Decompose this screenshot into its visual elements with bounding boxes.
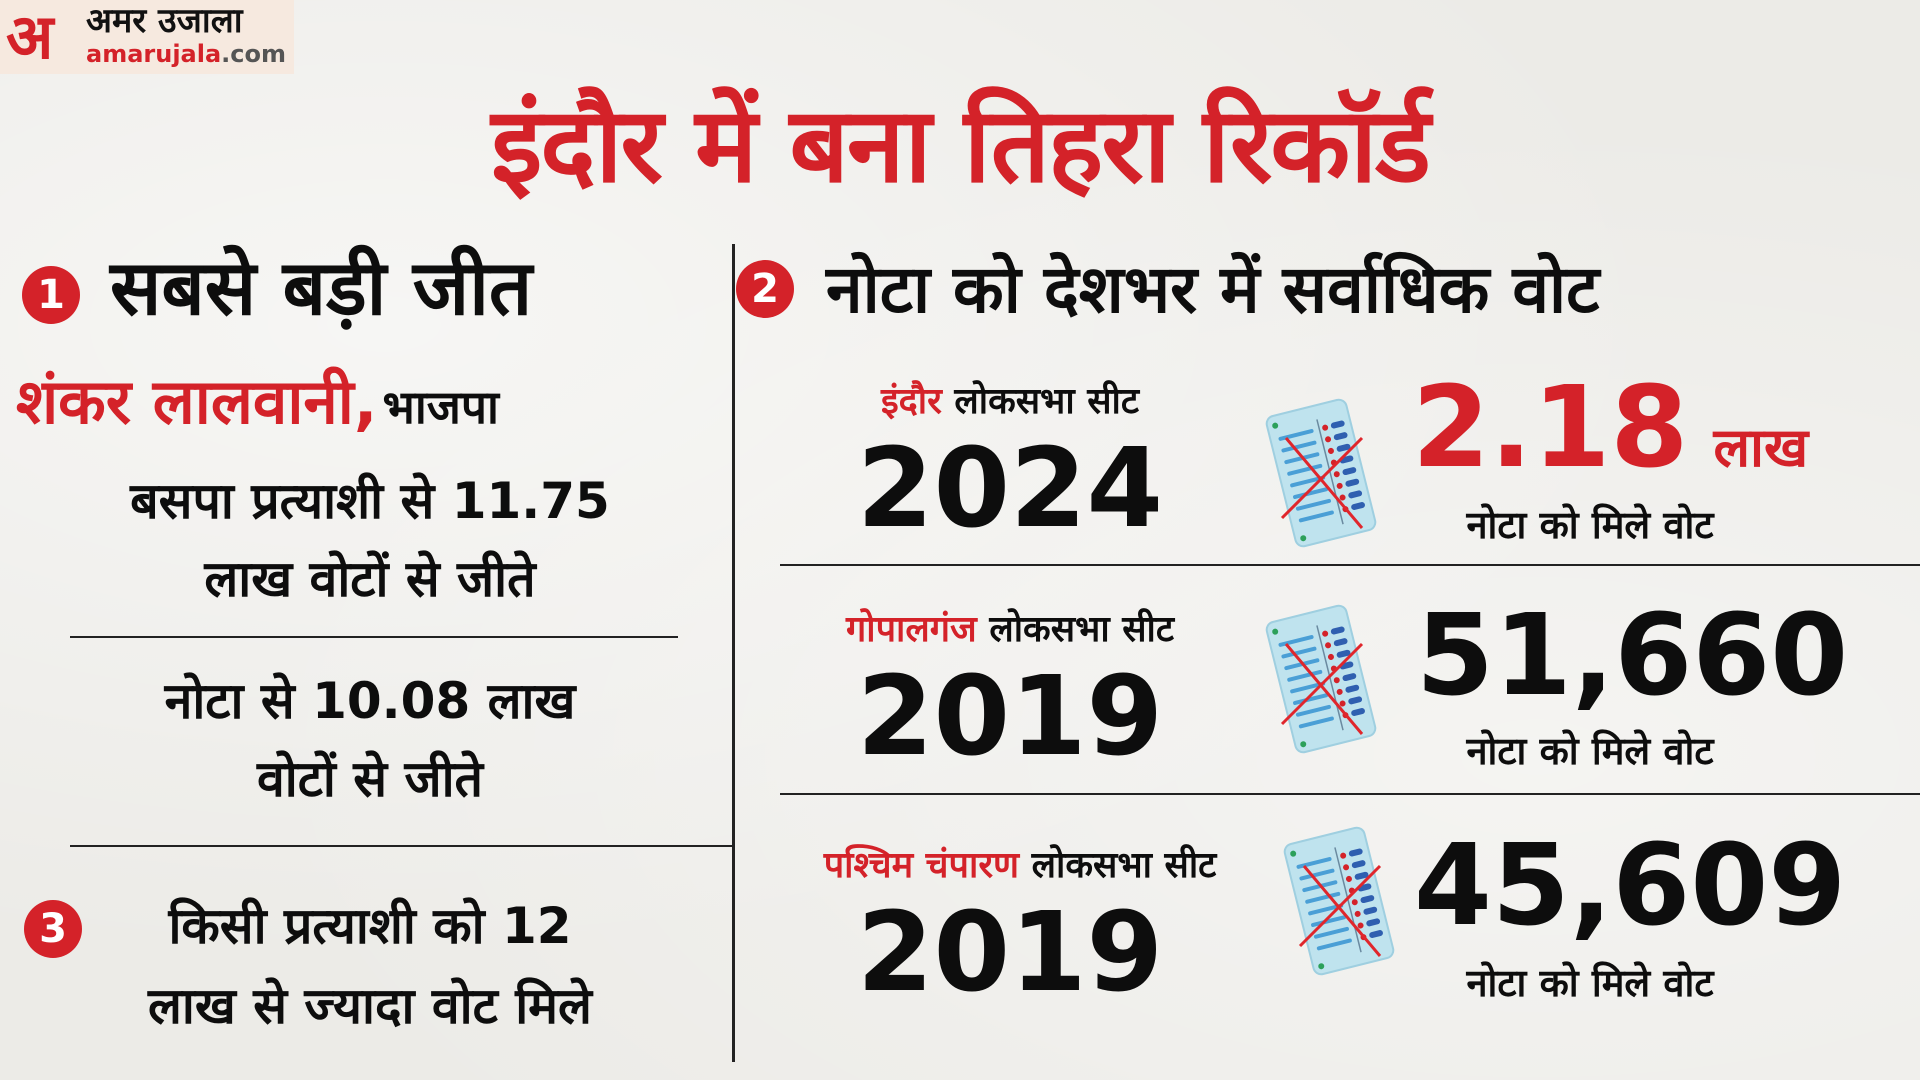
divider [780,793,1920,795]
column-divider [732,244,735,1062]
row-1-seat: इंदौर लोकसभा सीट [760,376,1260,428]
section-1-badge: 1 [22,266,80,324]
row-3-seat: पश्चिम चंपारण लोकसभा सीट [760,840,1280,892]
evm-crossed-icon [1265,604,1377,754]
seat-suffix: लोकसभा सीट [954,381,1140,422]
row-1-caption: नोटा को मिले वोट [1466,503,1714,547]
seat-suffix: लोकसभा सीट [1031,845,1217,886]
seat-name: इंदौर [880,381,942,422]
seat-name: पश्चिम चंपारण [823,845,1020,886]
evm-crossed-icon [1283,826,1395,976]
logo-mark: अ [6,0,54,73]
brand-logo[interactable]: अ अमर उजाला amarujala.com [0,0,294,74]
logo-url-tld: .com [221,40,287,68]
fact-margin-nota-line1: नोटा से 10.08 लाख [164,672,576,730]
logo-url-main: amarujala [86,40,222,68]
row-2-year: 2019 [856,652,1164,780]
logo-name-hindi: अमर उजाला [86,1,243,41]
fact-margin-bsp-line2: लाख वोटों से जीते [204,550,536,608]
page-title: इंदौर में बना तिहरा रिकॉर्ड [491,84,1431,206]
section-3-line2: लाख से ज्यादा वोट मिले [148,977,592,1035]
evm-crossed-icon [1265,398,1377,548]
row-3-caption: नोटा को मिले वोट [1466,961,1714,1005]
section-3-badge: 3 [24,900,82,958]
section-1-heading: सबसे बड़ी जीत [110,243,533,332]
fact-margin-bsp: बसपा प्रत्याशी से 11.75 लाख वोटों से जीत… [70,462,670,618]
candidate-name: शंकर लालवानी, [16,365,378,438]
votes-unit: लाख [1713,416,1809,479]
row-1-votes: 2.18 लाख [1412,368,1808,488]
row-2-seat: गोपालगंज लोकसभा सीट [760,604,1260,656]
seat-suffix: लोकसभा सीट [989,609,1174,650]
fact-margin-nota: नोटा से 10.08 लाख वोटों से जीते [70,662,670,818]
seat-name: गोपालगंज [846,609,977,650]
divider [70,845,732,847]
section-3-line1: किसी प्रत्याशी को 12 [168,897,572,955]
row-3-votes: 45,609 [1414,821,1847,951]
fact-margin-nota-line2: वोटों से जीते [256,750,484,808]
section-2-badge: 2 [736,260,794,318]
logo-url: amarujala.com [86,40,286,68]
section-3-text: किसी प्रत्याशी को 12 लाख से ज्यादा वोट म… [90,886,650,1046]
votes-value: 2.18 [1412,363,1689,493]
row-2-caption: नोटा को मिले वोट [1466,729,1714,773]
candidate-party: भाजपा [382,380,499,434]
row-2-votes: 51,660 [1416,591,1849,721]
row-3-year: 2019 [856,888,1164,1016]
divider [780,564,1920,566]
row-1-year: 2024 [856,424,1164,552]
fact-margin-bsp-line1: बसपा प्रत्याशी से 11.75 [130,472,610,530]
section-2-heading: नोटा को देशभर में सर्वाधिक वोट [826,251,1600,328]
divider [70,636,678,638]
candidate-line: शंकर लालवानी, भाजपा [16,360,716,460]
